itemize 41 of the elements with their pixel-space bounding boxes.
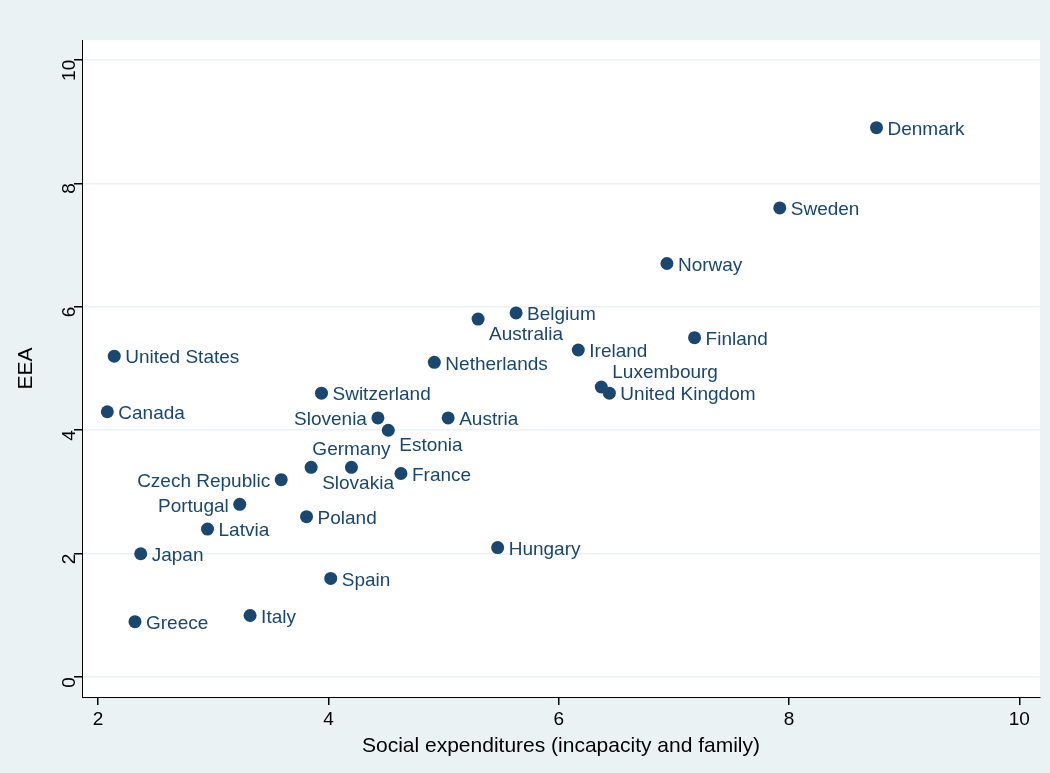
data-label: Norway xyxy=(677,253,743,275)
data-label: Austria xyxy=(459,408,519,430)
data-label: United Kingdom xyxy=(620,383,756,405)
data-label: Italy xyxy=(261,605,297,627)
data-label: Czech Republic xyxy=(137,469,271,491)
y-tick-label: 10 xyxy=(58,59,80,81)
x-tick-label: 10 xyxy=(1008,707,1030,729)
data-label: Latvia xyxy=(218,519,270,541)
data-label: Portugal xyxy=(157,494,229,516)
x-tick-label: 4 xyxy=(323,707,335,729)
y-tick-label: 0 xyxy=(58,677,80,688)
data-label: Canada xyxy=(118,401,186,423)
data-label: Finland xyxy=(705,327,768,349)
data-label: Slovakia xyxy=(322,471,395,493)
y-axis-title: EEA xyxy=(13,347,37,390)
data-label: Hungary xyxy=(508,537,581,559)
data-label: Poland xyxy=(317,506,377,528)
data-label: France xyxy=(411,463,472,485)
x-tick-label: 8 xyxy=(783,707,795,729)
data-label: Germany xyxy=(312,437,391,459)
data-label: Ireland xyxy=(589,340,648,362)
data-label: Sweden xyxy=(790,198,860,220)
data-label: Luxembourg xyxy=(612,361,718,383)
data-label: Greece xyxy=(145,611,209,633)
data-label: United States xyxy=(125,346,240,368)
x-tick-label: 2 xyxy=(92,707,104,729)
data-label: Estonia xyxy=(399,434,464,456)
x-tick-label: 6 xyxy=(553,707,564,729)
data-label: Japan xyxy=(151,543,204,565)
x-axis-title: Social expenditures (incapacity and family) xyxy=(361,733,761,757)
y-tick-label: 4 xyxy=(58,429,80,441)
data-label: Netherlands xyxy=(445,352,548,374)
data-label: Denmark xyxy=(887,117,966,139)
y-tick-label: 6 xyxy=(58,306,80,318)
data-label: Switzerland xyxy=(332,383,431,405)
data-label: Belgium xyxy=(527,303,596,325)
y-tick-label: 8 xyxy=(58,183,80,194)
data-label: Slovenia xyxy=(294,408,368,430)
data-label: Spain xyxy=(341,568,391,590)
data-label: Australia xyxy=(489,323,564,345)
y-tick-label: 2 xyxy=(58,553,80,565)
